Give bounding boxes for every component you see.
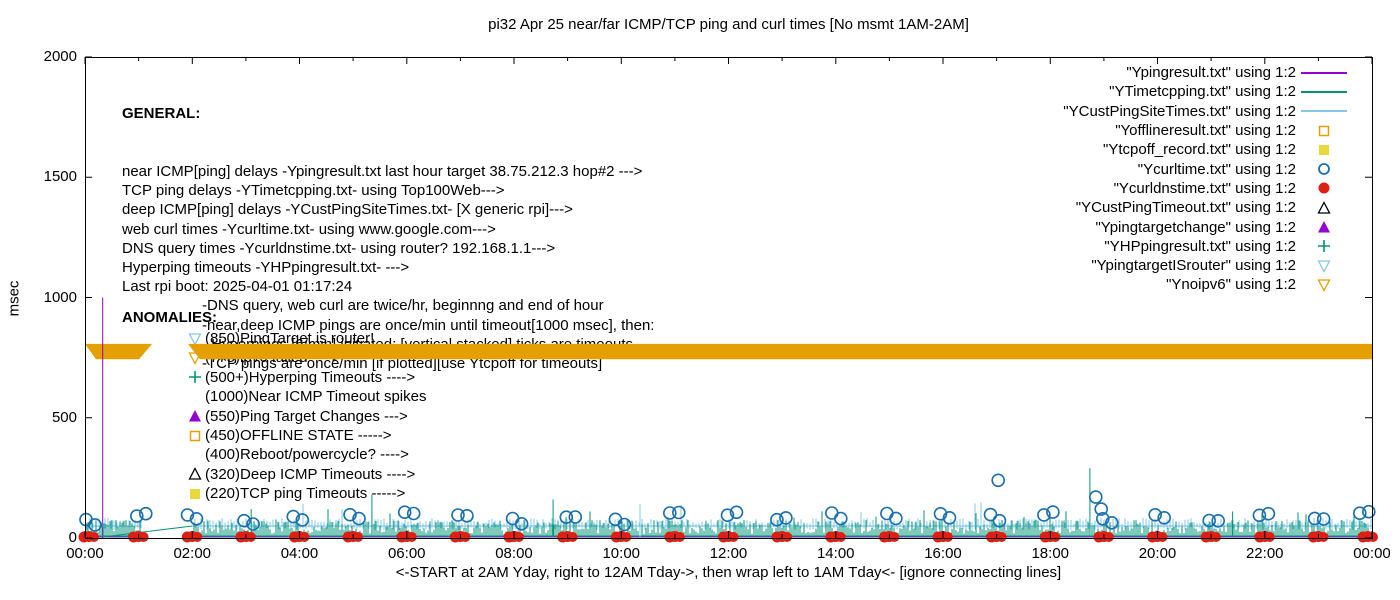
tri-up-open-marker-icon — [188, 467, 202, 481]
anomaly-item: (500+)Hyperping Timeouts ----> — [122, 368, 426, 387]
line-marker-icon — [1301, 110, 1347, 113]
anomaly-text: (450)OFFLINE STATE -----> — [205, 427, 392, 445]
dns-query-points — [78, 531, 1378, 543]
deep-icmp-noise — [86, 502, 1372, 530]
legend-label: "Yofflineresult.txt" using 1:2 — [1115, 122, 1296, 140]
no-marker-icon — [188, 448, 202, 462]
legend-entry: "YpingtargetISrouter" using 1:2 — [1063, 256, 1352, 275]
anomaly-item: (450)OFFLINE STATE -----> — [122, 426, 426, 445]
x-tick-label: 16:00 — [924, 545, 962, 562]
anomaly-text: (1000)Near ICMP Timeout spikes — [205, 388, 427, 406]
x-tick-label: 00:00 — [66, 545, 104, 562]
tri-down-open-marker-icon — [1317, 259, 1331, 273]
legend-label: "YTimetcpping.txt" using 1:2 — [1109, 83, 1296, 101]
legend-entry: "Ypingtargetchange" using 1:2 — [1063, 217, 1352, 236]
y-tick-label: 500 — [51, 408, 77, 426]
anomaly-item: (550)Ping Target Changes ---> — [122, 407, 426, 426]
anomaly-text: (550)Ping Target Changes ---> — [205, 407, 408, 425]
y-tick-label: 1500 — [43, 168, 77, 186]
tri-up-filled-marker-icon — [189, 410, 201, 422]
x-axis-label: <-START at 2AM Yday, right to 12AM Tday-… — [395, 564, 1062, 581]
legend-entry: "YHPpingresult.txt" using 1:2 — [1063, 237, 1352, 256]
legend-entry: "YCustPingTimeout.txt" using 1:2 — [1063, 198, 1352, 217]
line-marker-icon — [1301, 90, 1347, 93]
tri-down-open-marker-icon — [1317, 279, 1331, 292]
x-tick-label: 04:00 — [280, 545, 319, 562]
general-line: deep ICMP[ping] delays -YCustPingSiteTim… — [122, 201, 573, 219]
plus-marker-icon — [189, 371, 201, 384]
legend-label: "Ycurltime.txt" using 1:2 — [1137, 160, 1296, 178]
anomaly-item: (1000)Near ICMP Timeout spikes — [122, 387, 426, 406]
legend-entry: "YTimetcpping.txt" using 1:2 — [1063, 82, 1352, 101]
anomaly-text: (500+)Hyperping Timeouts ----> — [205, 368, 416, 386]
legend-label: "YHPpingresult.txt" using 1:2 — [1104, 237, 1296, 255]
chart-title: pi32 Apr 25 near/far ICMP/TCP ping and c… — [488, 16, 969, 33]
anomaly-text: (775)ipv6 failed ----> — [205, 349, 341, 367]
x-tick-label: 00:00 — [1353, 545, 1391, 562]
x-tick-label: 18:00 — [1031, 545, 1070, 562]
general-line: web curl times -Ycurltime.txt- using www… — [122, 220, 496, 238]
anomaly-item: (775)ipv6 failed ----> — [122, 348, 426, 367]
general-line: TCP ping delays -YTimetcpping.txt- using… — [122, 182, 505, 200]
general-line: Hyperping timeouts -YHPpingresult.txt- -… — [122, 259, 410, 277]
legend-entry: "YCustPingSiteTimes.txt" using 1:2 — [1063, 102, 1352, 121]
x-tick-label: 12:00 — [709, 545, 748, 562]
x-tick-label: 22:00 — [1245, 545, 1284, 562]
no-marker-icon — [188, 390, 202, 404]
general-heading: GENERAL: — [122, 105, 201, 123]
anomaly-item: (220)TCP ping Timeouts -----> — [122, 484, 426, 503]
y-tick-label: 2000 — [43, 48, 77, 65]
legend-label: "Ytcpoff_record.txt" using 1:2 — [1103, 141, 1296, 159]
y-tick-label: 1000 — [43, 288, 77, 306]
anomaly-text: (850)PingTarget is router! — [205, 330, 375, 348]
x-tick-label: 14:00 — [816, 545, 855, 562]
line-marker-icon — [1301, 71, 1347, 74]
anomaly-text: (220)TCP ping Timeouts -----> — [205, 485, 406, 503]
y-tick-label: 0 — [68, 529, 77, 546]
tri-up-filled-marker-icon — [1318, 221, 1330, 233]
x-tick-label: 20:00 — [1138, 545, 1177, 562]
legend-entry: "Ycurltime.txt" using 1:2 — [1063, 159, 1352, 178]
anomaly-text: (320)Deep ICMP Timeouts ----> — [205, 465, 416, 483]
general-line: near ICMP[ping] delays -Ypingresult.txt … — [122, 163, 643, 181]
legend-label: "Ypingresult.txt" using 1:2 — [1126, 64, 1296, 82]
legend-entry: "Yofflineresult.txt" using 1:2 — [1063, 121, 1352, 140]
legend-label: "Ynoipv6" using 1:2 — [1166, 276, 1296, 294]
general-line: Last rpi boot: 2025-04-01 01:17:24 — [122, 278, 353, 296]
anomalies-block: ANOMALIES: (850)PingTarget is router! (77… — [122, 308, 426, 504]
square-filled-marker-icon — [1319, 144, 1329, 155]
legend-entry: "Ynoipv6" using 1:2 — [1063, 275, 1352, 294]
tcp-ping-noise — [85, 509, 1371, 537]
legend-label: "YCustPingTimeout.txt" using 1:2 — [1075, 199, 1296, 217]
square-open-marker-icon — [189, 430, 201, 441]
legend-entry: "Ytcpoff_record.txt" using 1:2 — [1063, 140, 1352, 159]
x-tick-label: 10:00 — [602, 545, 641, 562]
square-filled-marker-icon — [190, 488, 200, 499]
legend-label: "Ypingtargetchange" using 1:2 — [1095, 218, 1296, 236]
anomaly-item: (320)Deep ICMP Timeouts ----> — [122, 465, 426, 484]
circle-filled-marker-icon — [1318, 182, 1330, 194]
x-tick-label: 02:00 — [173, 545, 212, 562]
x-tick-label: 08:00 — [495, 545, 533, 562]
anomaly-text: (400)Reboot/powercycle? ----> — [205, 446, 409, 464]
x-tick-label: 06:00 — [387, 545, 426, 562]
general-line: DNS query times -Ycurldnstime.txt- using… — [122, 239, 556, 257]
legend-label: "Ycurldnstime.txt" using 1:2 — [1113, 179, 1296, 197]
tri-down-open-marker-icon — [188, 333, 202, 346]
gap-connecting-line — [102, 525, 193, 538]
legend-entry: "Ypingresult.txt" using 1:2 — [1063, 63, 1352, 82]
legend-label: "YCustPingSiteTimes.txt" using 1:2 — [1063, 102, 1296, 120]
plus-marker-icon — [1318, 240, 1330, 253]
circle-open-marker-icon — [1318, 163, 1330, 176]
tri-down-open-marker-icon — [188, 352, 202, 365]
square-open-marker-icon — [1318, 125, 1330, 136]
plot-legend: "Ypingresult.txt" using 1:2 "YTimetcpping… — [1063, 63, 1352, 295]
anomaly-item: (400)Reboot/powercycle? ----> — [122, 445, 426, 464]
legend-entry: "Ycurldnstime.txt" using 1:2 — [1063, 179, 1352, 198]
tri-up-open-marker-icon — [1317, 200, 1331, 214]
legend-label: "YpingtargetISrouter" using 1:2 — [1091, 257, 1296, 275]
anomalies-heading: ANOMALIES: — [122, 309, 217, 326]
anomaly-item: (850)PingTarget is router! — [122, 329, 426, 348]
